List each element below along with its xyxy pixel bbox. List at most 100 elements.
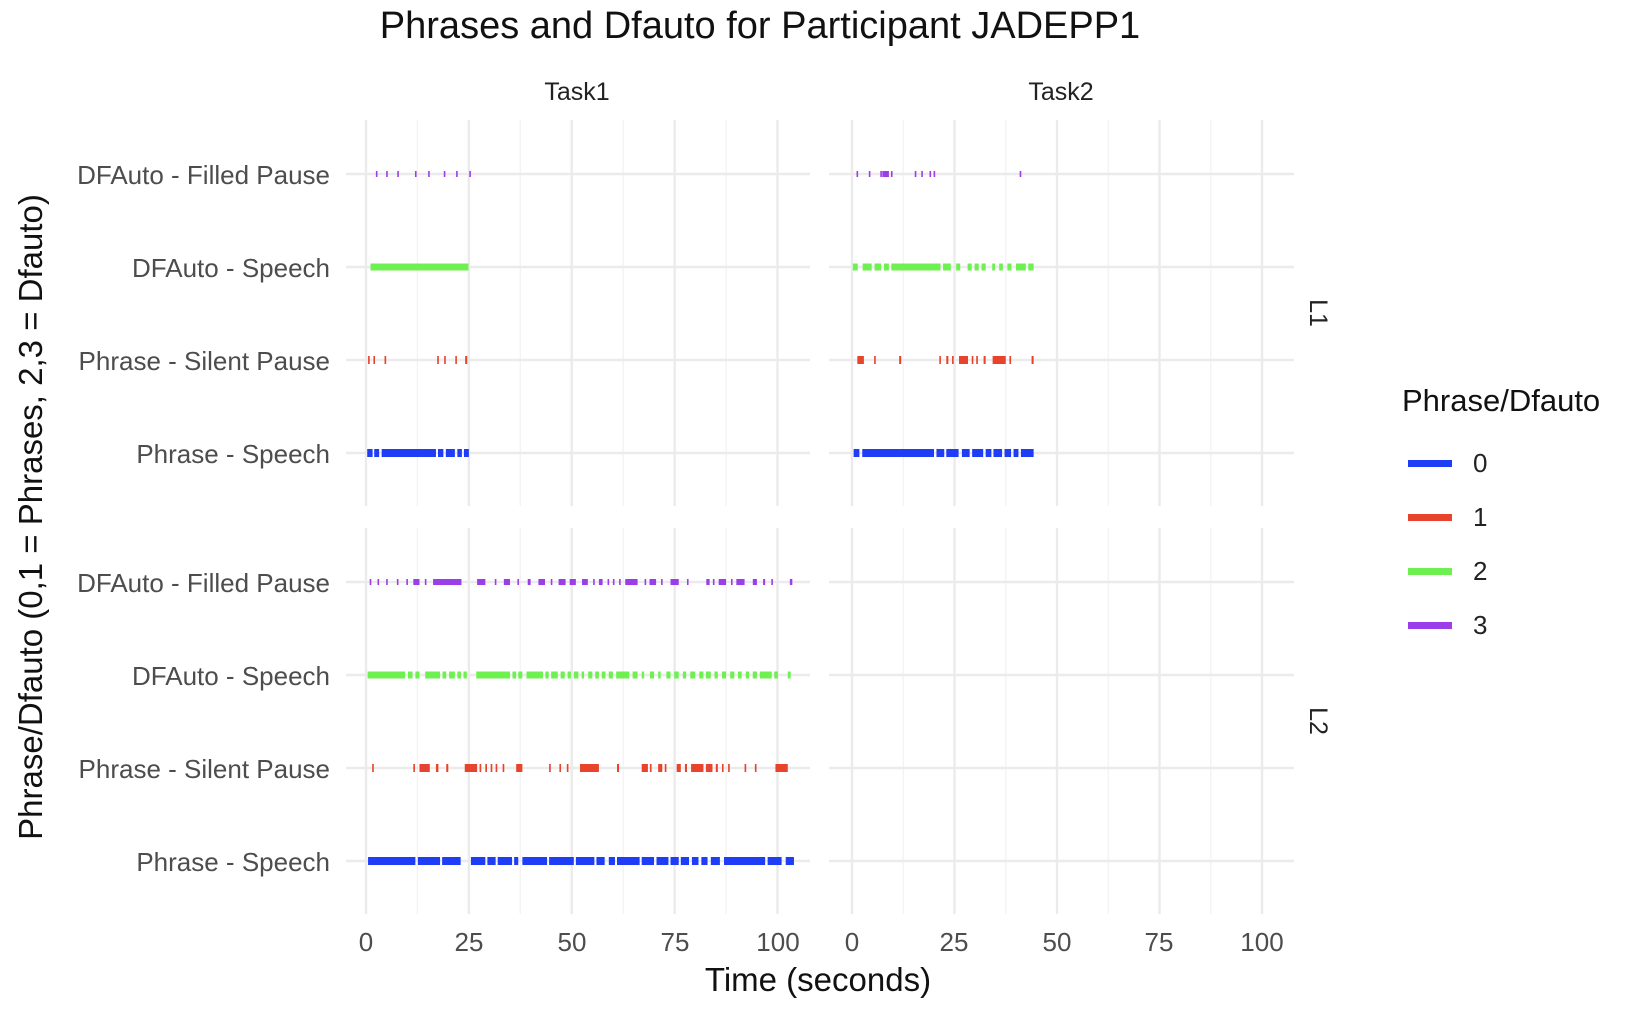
mark-task1-l2-code2-27 bbox=[666, 671, 671, 679]
mark-task1-l2-code1-27 bbox=[728, 764, 730, 772]
mark-task1-l2-code0-18 bbox=[701, 857, 708, 865]
legend-swatch-1 bbox=[1408, 514, 1452, 521]
mark-task1-l2-code3-15 bbox=[558, 579, 566, 585]
mark-task1-l2-code1-24 bbox=[705, 764, 713, 772]
facet-label-task1: Task1 bbox=[544, 78, 609, 106]
mark-task1-l2-code1-9 bbox=[495, 764, 498, 772]
mark-task2-l1-code0-1 bbox=[862, 449, 934, 457]
mark-task2-l1-code3-4 bbox=[890, 171, 893, 177]
mark-task1-l2-code3-20 bbox=[607, 579, 610, 585]
mark-task1-l1-code1-4 bbox=[444, 356, 446, 364]
mark-task1-l2-code3-29 bbox=[706, 579, 710, 585]
grid-layer bbox=[346, 120, 1294, 914]
legend-title: Phrase/Dfauto bbox=[1402, 383, 1600, 418]
mark-task1-l1-code1-0 bbox=[368, 356, 370, 364]
mark-task1-l2-code2-15 bbox=[567, 671, 571, 679]
mark-task1-l2-code3-0 bbox=[369, 579, 372, 585]
mark-task1-l2-code1-15 bbox=[579, 764, 599, 772]
mark-task1-l2-code2-11 bbox=[526, 671, 543, 679]
mark-task1-l1-code3-7 bbox=[469, 171, 471, 177]
mark-task1-l2-code1-2 bbox=[419, 764, 430, 772]
mark-task1-l2-code3-10 bbox=[503, 579, 511, 585]
mark-task1-l2-code3-33 bbox=[736, 579, 745, 585]
mark-task2-l1-code3-3 bbox=[882, 171, 889, 177]
mark-task1-l2-code2-3 bbox=[425, 671, 441, 679]
mark-task2-l1-code0-7 bbox=[993, 449, 1003, 457]
mark-task1-l2-code1-13 bbox=[559, 764, 562, 772]
mark-task1-l2-code1-14 bbox=[566, 764, 569, 772]
mark-task1-l2-code2-16 bbox=[573, 671, 579, 679]
legend-swatch-0 bbox=[1408, 460, 1452, 467]
mark-task1-l1-code0-3 bbox=[438, 449, 444, 457]
mark-task1-l2-code1-19 bbox=[658, 764, 663, 772]
mark-task1-l2-code0-8 bbox=[549, 857, 574, 865]
mark-task2-l1-code2-9 bbox=[981, 263, 986, 271]
mark-task1-l2-code1-8 bbox=[490, 764, 493, 772]
mark-task1-l2-code2-25 bbox=[649, 671, 655, 679]
mark-task1-l2-code3-2 bbox=[386, 579, 388, 585]
y-tick-l2-filled-pause: DFAuto - Filled Pause bbox=[77, 568, 330, 598]
mark-task1-l2-code0-17 bbox=[691, 857, 699, 865]
y-tick-l1-phrase-speech: Phrase - Speech bbox=[136, 439, 330, 469]
mark-task1-l2-code2-2 bbox=[415, 671, 420, 679]
mark-task2-l1-code1-5 bbox=[952, 356, 954, 364]
mark-task1-l2-code0-13 bbox=[641, 857, 655, 865]
legend-swatch-3 bbox=[1408, 622, 1452, 629]
mark-task2-l1-code1-2 bbox=[899, 356, 902, 364]
mark-task1-l2-code2-17 bbox=[581, 671, 585, 679]
mark-task2-l1-code3-5 bbox=[914, 171, 917, 177]
mark-task2-l1-code2-8 bbox=[974, 263, 979, 271]
mark-task1-l2-code3-25 bbox=[649, 579, 657, 585]
x-tick-task1-50: 50 bbox=[558, 927, 587, 957]
mark-task1-l2-code1-25 bbox=[715, 764, 718, 772]
legend-swatch-2 bbox=[1408, 568, 1452, 575]
marks-layer bbox=[367, 171, 1034, 865]
mark-task2-l1-code1-7 bbox=[971, 356, 974, 364]
mark-task2-l1-code1-8 bbox=[976, 356, 978, 364]
mark-task1-l2-code3-27 bbox=[670, 579, 679, 585]
mark-task1-l2-code0-1 bbox=[417, 857, 441, 865]
mark-task1-l2-code1-26 bbox=[721, 764, 724, 772]
mark-task1-l2-code2-32 bbox=[705, 671, 711, 679]
mark-task2-l1-code2-0 bbox=[852, 263, 858, 271]
y-tick-l1-filled-pause: DFAuto - Filled Pause bbox=[77, 160, 330, 190]
y-tick-l2-dfauto-speech: DFAuto - Speech bbox=[132, 661, 330, 691]
mark-task1-l2-code0-9 bbox=[575, 857, 595, 865]
mark-task1-l2-code3-14 bbox=[550, 579, 553, 585]
mark-task1-l2-code2-14 bbox=[560, 671, 565, 679]
mark-task2-l1-code2-7 bbox=[967, 263, 972, 271]
mark-task1-l1-code3-0 bbox=[375, 171, 378, 177]
mark-task1-l2-code2-38 bbox=[752, 671, 757, 679]
mark-task1-l2-code3-6 bbox=[424, 579, 427, 585]
mark-task1-l2-code1-21 bbox=[676, 764, 681, 772]
x-tick-task2-0: 0 bbox=[845, 927, 859, 957]
mark-task2-l1-code3-7 bbox=[929, 171, 932, 177]
mark-task2-l1-code1-9 bbox=[983, 356, 986, 364]
mark-task1-l2-code3-21 bbox=[612, 579, 615, 585]
mark-task1-l2-code2-0 bbox=[367, 671, 406, 679]
mark-task1-l2-code3-35 bbox=[763, 579, 766, 585]
mark-task2-l1-code3-6 bbox=[921, 171, 923, 177]
facet-label-l1: L1 bbox=[1304, 299, 1332, 327]
mark-task1-l2-code2-26 bbox=[658, 671, 661, 679]
mark-task1-l2-code3-17 bbox=[582, 579, 588, 585]
mark-task1-l2-code1-0 bbox=[372, 764, 374, 772]
mark-task1-l2-code3-4 bbox=[406, 579, 408, 585]
mark-task1-l2-code0-15 bbox=[670, 857, 679, 865]
mark-task1-l2-code2-8 bbox=[476, 671, 511, 679]
mark-task1-l1-code3-1 bbox=[386, 171, 388, 177]
mark-task1-l2-code2-28 bbox=[674, 671, 679, 679]
mark-task1-l2-code2-5 bbox=[449, 671, 455, 679]
x-tick-task2-25: 25 bbox=[940, 927, 969, 957]
mark-task1-l2-code1-20 bbox=[664, 764, 667, 772]
mark-task2-l1-code1-3 bbox=[939, 356, 941, 364]
mark-task1-l2-code1-22 bbox=[684, 764, 687, 772]
mark-task1-l2-code3-9 bbox=[494, 579, 497, 585]
y-tick-l2-silent-pause: Phrase - Silent Pause bbox=[79, 754, 330, 784]
mark-task2-l1-code0-3 bbox=[946, 449, 959, 457]
mark-task1-l2-code3-3 bbox=[396, 579, 399, 585]
mark-task2-l1-code0-2 bbox=[936, 449, 945, 457]
mark-task1-l1-code3-5 bbox=[443, 171, 446, 177]
chart-title: Phrases and Dfauto for Participant JADEP… bbox=[380, 5, 1140, 47]
mark-task1-l2-code3-34 bbox=[752, 579, 757, 585]
